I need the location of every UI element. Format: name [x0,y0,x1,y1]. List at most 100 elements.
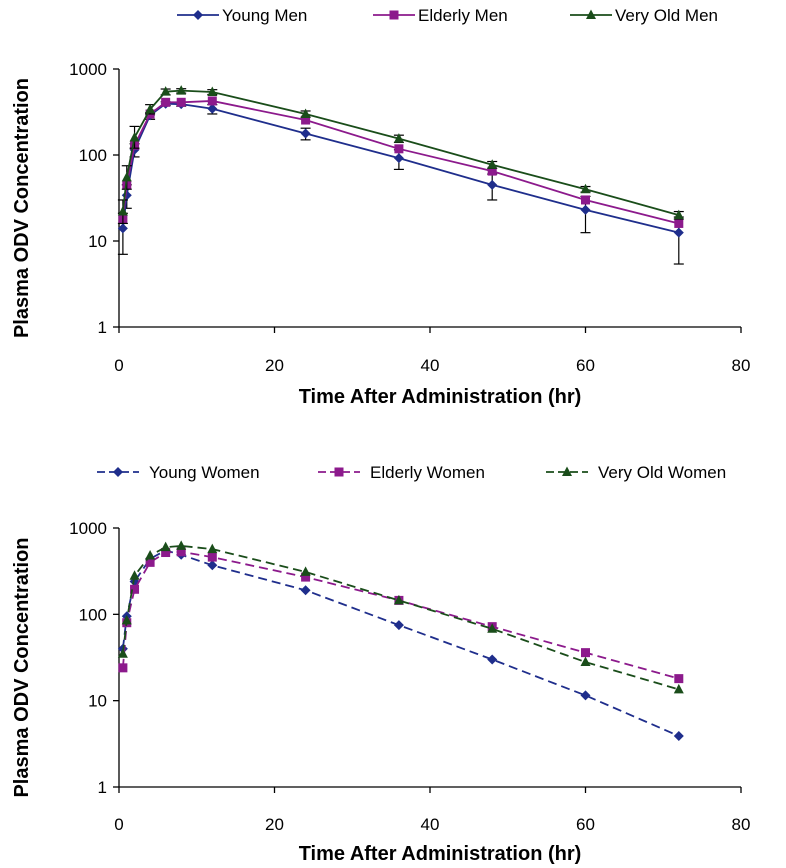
legend-label: Elderly Men [418,6,508,25]
data-point [176,97,186,107]
data-point [300,566,311,576]
data-point [300,108,311,118]
legend-marker [562,466,572,476]
y-axis-title: Plasma ODV Concentration [11,537,33,797]
x-tick-label: 0 [114,815,123,834]
data-point [393,620,404,631]
women-chart-panel: 1 10 100 1000 0 20 40 60 80 Time After Administra… [11,463,750,865]
data-point [130,584,140,594]
data-point [394,144,404,154]
data-point [581,195,590,205]
series-very-old-women [117,540,684,694]
data-point [207,96,217,106]
data-point [393,594,404,605]
legend-marker [193,10,203,20]
data-point [207,543,218,554]
data-point [207,86,218,97]
y-tick-label: 10 [88,232,107,251]
data-point [160,541,171,552]
x-axis-title: Time After Administration (hr) [299,843,582,865]
series-young-men [117,98,684,265]
x-tick-label: 80 [732,815,751,834]
data-point [301,572,311,582]
series-line [121,89,680,216]
legend-entry: Very Old Women [546,463,726,482]
data-point [393,133,404,143]
x-tick-label: 20 [265,815,284,834]
series-line [121,549,680,737]
data-point [674,218,684,228]
data-point [176,85,187,95]
data-point [129,570,140,580]
men-chart-panel: 1 10 100 1000 0 20 40 60 80 Time After Administra… [11,6,750,408]
data-point [176,547,186,557]
x-tick-label: 40 [421,356,440,375]
legend-entry: Elderly Men [373,6,508,25]
data-point [300,585,311,596]
legend-marker [586,9,596,19]
data-point [117,223,128,234]
data-point [207,103,218,114]
data-point [580,183,591,194]
data-point [129,131,140,142]
x-tick-label: 60 [576,815,595,834]
data-point [580,690,591,701]
data-point [117,648,128,658]
data-point [300,128,311,139]
x-tick-label: 20 [265,356,284,375]
data-point [145,557,155,567]
data-point [487,654,498,665]
y-tick-label: 1000 [69,60,107,79]
data-point [121,171,132,182]
x-tick-label: 60 [576,356,595,375]
data-point [160,86,171,96]
legend-label: Very Old Men [615,6,718,25]
y-tick-label: 1000 [69,519,107,538]
data-point [581,648,590,658]
series-line [121,100,680,225]
series-line [121,102,680,234]
legend-label: Young Women [149,463,260,482]
data-point [118,663,128,673]
y-tick-label: 100 [79,605,107,624]
legend-label: Elderly Women [370,463,485,482]
legend-label: Very Old Women [598,463,726,482]
data-point [301,115,311,125]
data-point [674,674,684,684]
data-point [207,552,217,562]
data-point [673,227,684,238]
legend-entry: Young Women [97,463,260,482]
legend-marker [113,467,123,477]
series-elderly-men [118,96,684,228]
series-very-old-men [117,85,684,225]
x-tick-label: 0 [114,356,123,375]
data-point [487,623,498,633]
legend-entry: Very Old Men [570,6,718,25]
data-point [393,153,404,164]
legend-label: Young Men [222,6,307,25]
data-point [580,656,591,667]
data-point [487,166,497,176]
data-point [145,550,156,560]
data-point [673,730,684,741]
legend-entry: Young Men [177,6,307,25]
y-tick-label: 1 [98,318,107,337]
series-elderly-women [118,547,684,684]
data-point [487,179,498,190]
y-tick-label: 100 [79,146,107,165]
data-point [673,209,684,220]
data-point [207,560,218,571]
data-point [145,103,156,114]
data-point [121,614,132,625]
data-point [487,159,498,169]
data-point [580,204,591,215]
y-tick-label: 10 [88,692,107,711]
legend-marker [389,10,399,20]
y-tick-label: 1 [98,778,107,797]
series-young-women [117,545,684,741]
series-line [121,550,680,680]
x-axis-title: Time After Administration (hr) [299,386,582,408]
data-point [117,206,128,216]
data-point [176,540,187,550]
